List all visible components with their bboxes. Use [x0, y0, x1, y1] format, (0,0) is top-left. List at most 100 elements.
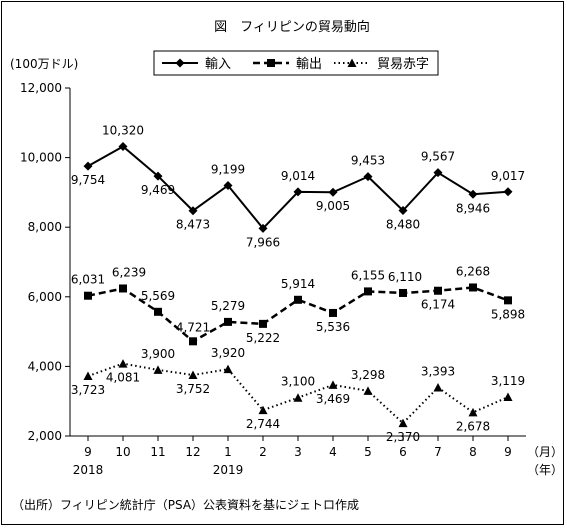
export-data-label: 6,155	[351, 268, 385, 282]
import-point	[153, 171, 163, 181]
export-data-label: 6,239	[112, 265, 146, 279]
deficit-data-label: 3,752	[176, 382, 210, 396]
export-point	[469, 283, 477, 292]
import-point	[503, 187, 513, 197]
deficit-data-label: 3,469	[316, 392, 350, 406]
deficit-data-label: 3,900	[141, 347, 175, 361]
import-data-label: 8,473	[176, 218, 210, 232]
deficit-point	[223, 364, 233, 374]
chart-title: 図 フィリピンの貿易動向	[214, 19, 370, 35]
deficit-point	[398, 418, 408, 428]
legend-deficit-marker	[347, 58, 357, 67]
x-tick-label: 6	[399, 445, 407, 459]
legend-deficit-label: 貿易赤字	[377, 57, 429, 72]
export-point	[189, 337, 197, 346]
export-point	[329, 308, 337, 317]
export-data-label: 5,569	[141, 289, 175, 303]
import-data-label: 9,754	[71, 173, 105, 187]
deficit-point	[118, 359, 128, 368]
import-data-label: 9,453	[351, 154, 385, 168]
import-data-label: 10,320	[102, 123, 144, 137]
export-data-label: 5,914	[281, 277, 315, 291]
x-tick-label: 12	[185, 445, 200, 459]
year-label: 2019	[213, 463, 244, 477]
export-data-label: 6,110	[388, 270, 422, 284]
x-tick-label: 9	[84, 445, 92, 459]
import-point	[223, 180, 233, 190]
export-data-label: 5,222	[246, 331, 280, 345]
month-unit-label: （月）	[527, 445, 563, 459]
legend: 輸入 輸出 貿易赤字	[153, 50, 439, 76]
export-data-label: 6,174	[421, 298, 455, 312]
export-point	[294, 295, 302, 304]
y-tick-label: 8,000	[28, 220, 62, 234]
deficit-data-label: 2,744	[246, 417, 280, 431]
import-data-label: 9,567	[421, 150, 455, 164]
y-tick-label: 2,000	[28, 429, 62, 443]
export-point	[504, 296, 512, 305]
export-data-label: 6,031	[71, 273, 105, 287]
export-data-label: 5,536	[316, 320, 350, 334]
export-data-label: 6,268	[456, 264, 490, 278]
x-tick-label: 7	[434, 445, 442, 459]
import-data-label: 8,946	[456, 201, 490, 215]
import-point	[293, 187, 303, 197]
legend-import-marker	[175, 58, 185, 68]
deficit-point	[293, 393, 303, 402]
x-tick-label: 5	[364, 445, 372, 459]
import-data-label: 9,017	[491, 169, 525, 183]
import-point	[433, 168, 443, 178]
legend-import-label: 輸入	[205, 57, 231, 72]
export-point	[434, 286, 442, 295]
export-point	[154, 307, 162, 316]
y-axis-label: (100万ドル)	[10, 57, 78, 71]
year-label: 2018	[73, 463, 104, 477]
deficit-data-label: 3,298	[351, 368, 385, 382]
import-point	[398, 205, 408, 215]
import-point	[363, 172, 373, 182]
deficit-point	[188, 370, 198, 380]
import-point	[468, 189, 478, 199]
import-data-label: 8,480	[386, 217, 420, 231]
deficit-point	[363, 386, 373, 395]
import-data-label: 9,199	[211, 162, 245, 176]
export-point	[84, 291, 92, 300]
deficit-data-label: 3,393	[421, 365, 455, 379]
x-tick-label: 10	[115, 445, 130, 459]
import-data-label: 9,014	[281, 169, 315, 183]
source-note: （出所）フィリピン統計庁（PSA）公表資料を基にジェトロ作成	[12, 497, 359, 512]
deficit-data-label: 3,119	[491, 374, 525, 388]
x-tick-label: 8	[469, 445, 477, 459]
import-point	[118, 141, 128, 151]
y-tick-label: 12,000	[20, 81, 62, 95]
import-point	[188, 206, 198, 216]
series-import: 9,754 10,320 9,469 8,473 9,199 7,966 9,014 9,00…	[71, 123, 525, 249]
deficit-data-label: 3,100	[281, 375, 315, 389]
import-data-label: 7,966	[246, 235, 280, 249]
y-axis-ticks: 2,000 4,000 6,000 8,000 10,000 12,000	[20, 81, 70, 443]
export-point	[399, 288, 407, 297]
import-data-label: 9,469	[141, 183, 175, 197]
y-tick-label: 10,000	[20, 151, 62, 165]
export-data-label: 5,279	[211, 299, 245, 313]
series-layer: 9,754 10,320 9,469 8,473 9,199 7,966 9,014 9,00…	[71, 123, 525, 444]
x-tick-label: 4	[329, 445, 337, 459]
y-tick-label: 6,000	[28, 290, 62, 304]
deficit-point	[258, 405, 268, 415]
deficit-point	[328, 380, 338, 389]
y-tick-label: 4,000	[28, 359, 62, 373]
x-tick-label: 9	[504, 445, 512, 459]
deficit-point	[468, 407, 478, 417]
export-data-label: 5,898	[491, 307, 525, 321]
import-point	[83, 161, 93, 171]
deficit-point	[83, 371, 93, 381]
export-point	[224, 317, 232, 326]
deficit-point	[503, 392, 513, 402]
deficit-point	[433, 383, 443, 392]
deficit-point	[153, 365, 163, 374]
